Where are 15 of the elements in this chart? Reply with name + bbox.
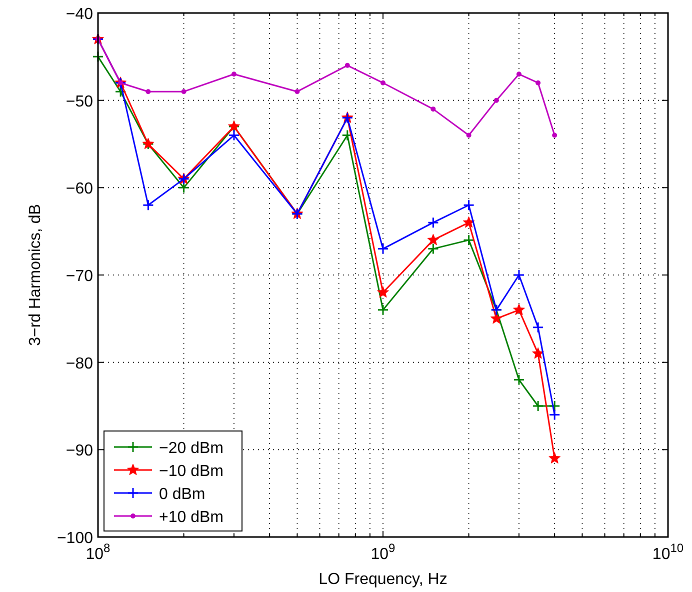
legend-label: +10 dBm xyxy=(159,509,224,526)
y-axis-title: 3−rd Harmonics, dB xyxy=(27,204,44,346)
legend-label: 0 dBm xyxy=(159,486,206,503)
y-tick-label: −60 xyxy=(66,180,94,198)
y-tick-label: −90 xyxy=(66,442,94,460)
x-tick-label: 10$^{10}$ xyxy=(652,541,684,563)
x-tick-label: 10$^{9}$ xyxy=(370,541,396,563)
y-tick-label: −40 xyxy=(66,6,94,23)
legend-label: −20 dBm xyxy=(159,440,224,457)
y-tick-label: −50 xyxy=(66,93,94,110)
y-tick-label: −70 xyxy=(66,268,94,285)
y-tick-label: −100 xyxy=(56,530,94,547)
x-axis-title: LO Frequency, Hz xyxy=(318,571,448,588)
y-tick-label: −80 xyxy=(66,355,94,372)
legend-label: −10 dBm xyxy=(159,463,224,480)
